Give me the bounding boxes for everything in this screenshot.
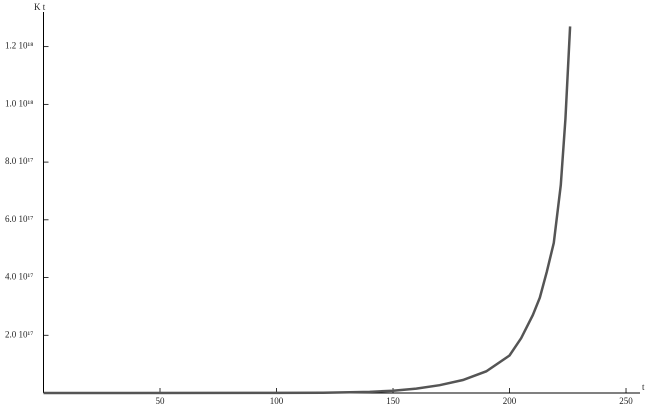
x-tick-label: 150 xyxy=(386,396,400,406)
y-tick-label: 6.0 10¹⁷ xyxy=(5,214,33,224)
x-tick-label: 100 xyxy=(270,396,284,406)
y-tick-label: 1.0 10¹⁸ xyxy=(5,98,33,108)
y-tick-label: 1.2 10¹⁸ xyxy=(5,41,33,51)
line-series xyxy=(43,26,572,395)
y-axis-label: K t xyxy=(34,2,46,12)
y-tick-label: 8.0 10¹⁷ xyxy=(5,156,33,166)
x-tick-label: 200 xyxy=(503,396,517,406)
y-tick-label: 4.0 10¹⁷ xyxy=(5,272,33,282)
y-tick-label: 2.0 10¹⁷ xyxy=(5,329,33,339)
x-axis-label: t xyxy=(642,382,645,392)
x-tick-label: 50 xyxy=(156,396,166,406)
x-tick-label: 250 xyxy=(619,396,633,406)
